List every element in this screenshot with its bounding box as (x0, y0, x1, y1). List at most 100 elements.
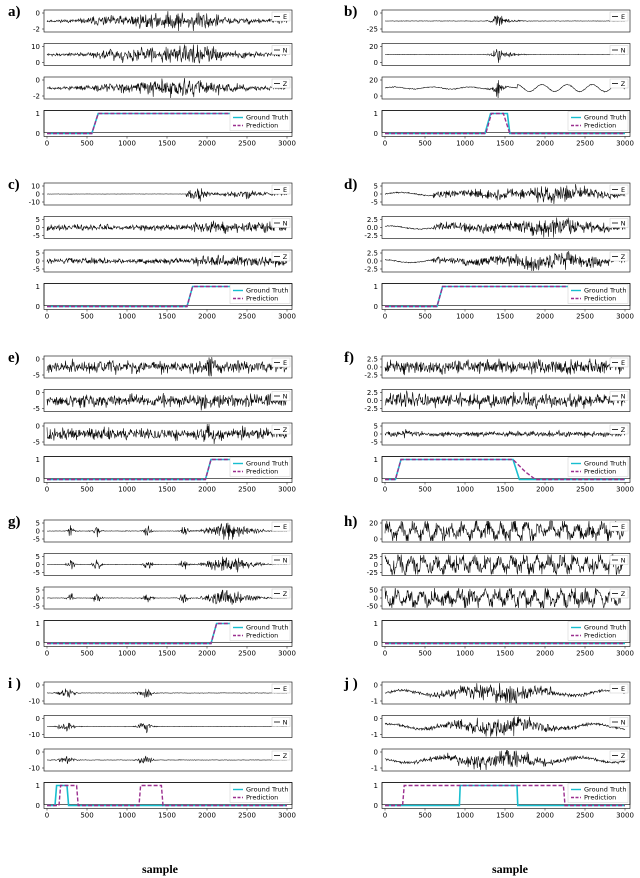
prob-y-tick-label: 0 (36, 303, 40, 311)
trace-N (46, 220, 288, 234)
x-tick-label: 3000 (278, 650, 296, 658)
prob-axes-frame (43, 620, 293, 647)
prob-y-tick-label: 0 (374, 130, 378, 138)
channel-label-Z: Z (283, 590, 288, 598)
channel-label-Z: Z (621, 253, 626, 261)
y-tick-label: 0 (36, 749, 40, 757)
y-tick-label: 5 (36, 520, 40, 528)
legend-box (271, 521, 291, 532)
channel-label-Z: Z (283, 426, 288, 434)
y-tick-label: 0.0 (367, 364, 378, 372)
legend-box (609, 683, 629, 694)
prob-axes-frame (43, 110, 293, 137)
x-tick-label: 1500 (158, 140, 176, 148)
prob-axes-frame (43, 782, 293, 809)
legend-box (609, 521, 629, 532)
legend-prediction: Prediction (246, 794, 278, 802)
x-tick-label: 2000 (198, 313, 216, 321)
x-tick-label: 1000 (456, 313, 474, 321)
panel-label: d) (344, 177, 357, 193)
channel-label-Z: Z (283, 253, 288, 261)
axes-frame (381, 681, 631, 705)
channel-label-Z: Z (621, 590, 626, 598)
legend-ground-truth: Ground Truth (246, 624, 288, 632)
y-tick-label: 0 (36, 77, 40, 85)
trace-Z (385, 250, 626, 272)
x-tick-label: 1000 (118, 313, 136, 321)
x-tick-label: 2000 (536, 812, 554, 820)
prob-y-tick-label: 1 (374, 283, 378, 291)
y-tick-label: -25 (367, 26, 378, 34)
axes-frame (43, 681, 293, 705)
prob-y-tick-label: 0 (36, 476, 40, 484)
x-tick-label: 2500 (238, 812, 256, 820)
legend-box (609, 391, 629, 401)
x-tick-label: 2000 (198, 650, 216, 658)
channel-label-E: E (283, 685, 287, 693)
x-tick-label: 500 (418, 650, 431, 658)
y-tick-label: 0 (36, 595, 40, 603)
channel-label-Z: Z (283, 752, 288, 760)
prob-legend (567, 284, 629, 304)
prob-y-tick-label: 1 (374, 620, 378, 628)
y-tick-label: 0 (374, 10, 378, 18)
legend-box (271, 424, 291, 435)
trace-Z (384, 429, 626, 439)
channel-label-N: N (621, 220, 626, 228)
legend-ground-truth: Ground Truth (246, 460, 288, 468)
y-tick-label: 0 (374, 93, 378, 101)
channel-label-N: N (621, 393, 626, 401)
legend-box (271, 683, 291, 694)
trace-E (46, 688, 288, 698)
x-tick-label: 1500 (158, 313, 176, 321)
x-tick-label: 500 (80, 812, 93, 820)
trace-Z (384, 587, 626, 609)
y-tick-label: 0 (36, 423, 40, 431)
legend-prediction: Prediction (246, 468, 278, 476)
legend-box (609, 78, 629, 89)
x-tick-label: 3000 (616, 650, 634, 658)
legend-box (271, 11, 291, 22)
x-tick-label: 2000 (198, 486, 216, 494)
panel-label: c) (8, 177, 20, 193)
y-tick-label: 0 (36, 715, 40, 723)
axes-frame (43, 715, 293, 738)
legend-prediction: Prediction (246, 632, 278, 640)
axes-frame (43, 748, 293, 772)
y-tick-label: 2.5 (367, 356, 378, 364)
trace-N (384, 716, 626, 737)
panel-label: j ) (343, 676, 358, 692)
x-tick-label: 3000 (616, 486, 634, 494)
x-tick-label: 0 (383, 140, 387, 148)
axes-frame (381, 715, 631, 738)
legend-prediction: Prediction (584, 122, 616, 130)
y-tick-label: 0 (374, 715, 378, 723)
y-tick-label: 0.0 (367, 258, 378, 266)
legend-box (271, 45, 291, 55)
y-tick-label: 0 (36, 224, 40, 232)
x-tick-label: 1000 (118, 812, 136, 820)
prob-axes-frame (381, 283, 631, 310)
panel-label: g) (8, 514, 21, 530)
prob-axes-frame (43, 283, 293, 310)
x-tick-label: 3000 (616, 313, 634, 321)
channel-label-E: E (283, 523, 287, 531)
x-tick-label: 3000 (278, 812, 296, 820)
prob-y-tick-label: 0 (36, 802, 40, 810)
x-tick-label: 0 (45, 812, 49, 820)
trace-N (384, 217, 626, 238)
legend-box (271, 750, 291, 761)
trace-E (384, 357, 626, 376)
x-tick-label: 1000 (456, 140, 474, 148)
y-tick-label: 0 (36, 258, 40, 266)
trace-E (46, 11, 288, 32)
x-tick-label: 0 (45, 650, 49, 658)
legend-ground-truth: Ground Truth (584, 460, 626, 468)
y-tick-label: -5 (33, 536, 40, 544)
legend-box (609, 424, 629, 435)
prob-y-tick-label: 1 (36, 110, 40, 118)
